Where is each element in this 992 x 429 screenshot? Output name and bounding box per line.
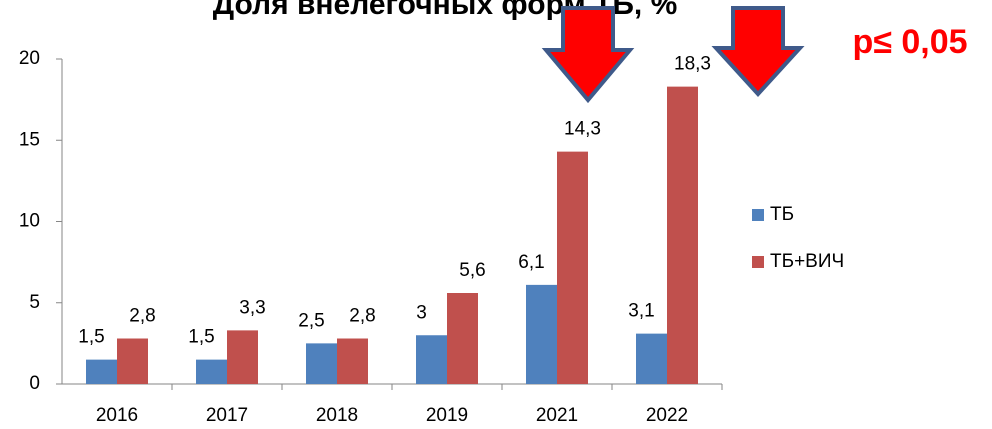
y-tick-label: 5 [29, 292, 40, 313]
x-tick-label: 2018 [316, 405, 358, 426]
annotation: p≤ 0,05 [852, 23, 967, 61]
value-label: 3,3 [239, 297, 265, 318]
legend-label: ТБ+ВИЧ [770, 251, 844, 272]
x-tick-label: 2021 [536, 405, 578, 426]
bar [636, 333, 667, 384]
arrow [711, 6, 805, 97]
value-label: 18,3 [674, 54, 711, 75]
bar [86, 359, 117, 384]
value-label: 1,5 [78, 327, 104, 348]
arrow [541, 6, 635, 104]
legend-swatch [752, 209, 764, 221]
x-tick-label: 2017 [206, 405, 248, 426]
bar [117, 338, 148, 384]
bar [416, 335, 447, 384]
value-label: 2,8 [129, 306, 155, 327]
y-tick-label: 20 [19, 48, 40, 69]
legend-label: ТБ [770, 204, 794, 225]
x-tick-label: 2019 [426, 405, 468, 426]
value-label: 14,3 [564, 119, 601, 140]
bar [557, 151, 588, 384]
value-label: 1,5 [188, 327, 214, 348]
value-label: 2,8 [349, 306, 375, 327]
value-label: 3 [416, 302, 427, 323]
y-tick-label: 0 [29, 373, 40, 394]
bar [227, 330, 258, 384]
legend-swatch [752, 256, 764, 268]
bar [447, 293, 478, 384]
bar [306, 343, 337, 384]
x-tick-label: 2016 [96, 405, 138, 426]
value-label: 5,6 [459, 260, 485, 281]
y-tick-label: 15 [19, 129, 40, 150]
x-tick-label: 2022 [646, 405, 688, 426]
bar [526, 284, 557, 384]
value-label: 3,1 [628, 301, 654, 322]
value-label: 6,1 [518, 252, 544, 273]
bar [337, 338, 368, 384]
bar [196, 359, 227, 384]
value-label: 2,5 [298, 310, 324, 331]
y-tick-label: 10 [19, 211, 40, 232]
bar [667, 86, 698, 384]
